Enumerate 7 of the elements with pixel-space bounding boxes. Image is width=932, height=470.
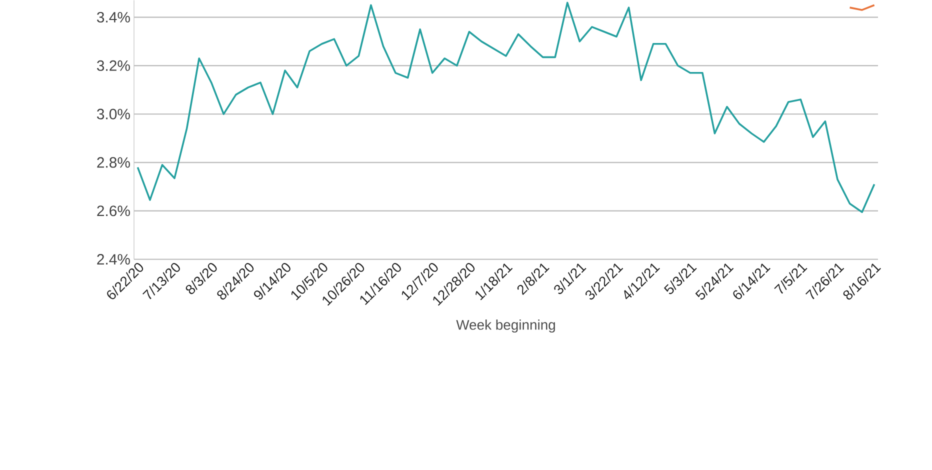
y-tick-label: 2.6% bbox=[97, 205, 130, 216]
y-tick-label: 3.0% bbox=[96, 108, 130, 120]
y-tick-label: 2.8% bbox=[97, 157, 130, 168]
x-axis-title: Week beginning bbox=[456, 319, 555, 332]
y-tick-label: 2.4% bbox=[97, 254, 130, 264]
y-tick-label: 3.2% bbox=[96, 60, 130, 71]
y-tick-label: 3.4% bbox=[96, 12, 130, 22]
